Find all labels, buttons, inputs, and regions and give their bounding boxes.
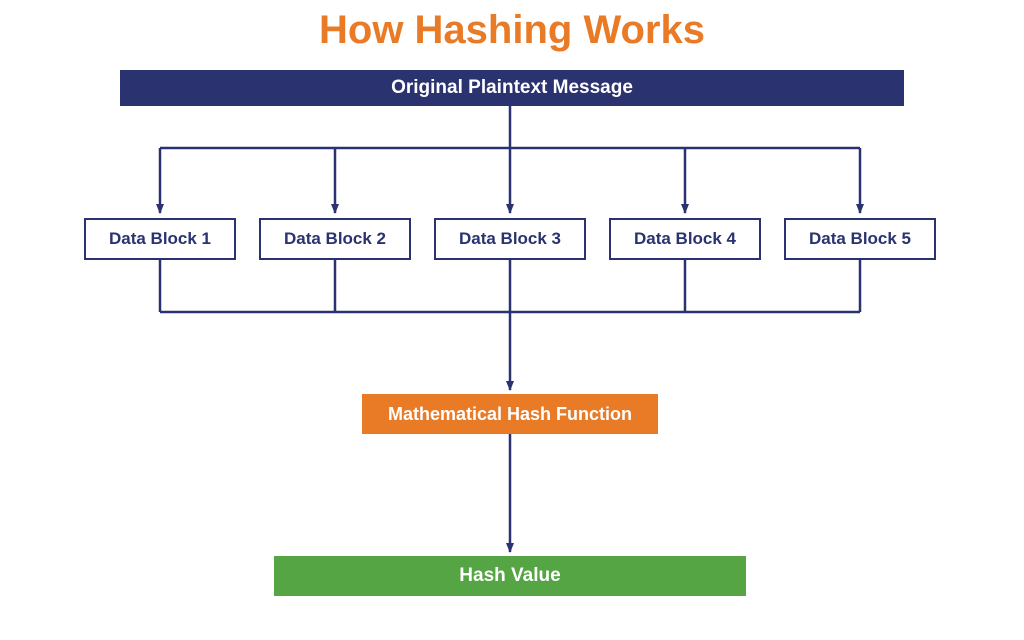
node-hashfn: Mathematical Hash Function: [362, 394, 658, 434]
node-label: Mathematical Hash Function: [388, 404, 632, 425]
node-label: Data Block 3: [459, 229, 561, 249]
node-label: Data Block 1: [109, 229, 211, 249]
node-label: Hash Value: [459, 565, 560, 587]
node-label: Data Block 2: [284, 229, 386, 249]
node-block1: Data Block 1: [84, 218, 236, 260]
node-block4: Data Block 4: [609, 218, 761, 260]
node-label: Data Block 5: [809, 229, 911, 249]
node-hashval: Hash Value: [274, 556, 746, 596]
node-block5: Data Block 5: [784, 218, 936, 260]
diagram-title: How Hashing Works: [0, 8, 1024, 53]
node-block2: Data Block 2: [259, 218, 411, 260]
node-plaintext: Original Plaintext Message: [120, 70, 904, 106]
node-label: Original Plaintext Message: [391, 77, 633, 99]
node-block3: Data Block 3: [434, 218, 586, 260]
node-label: Data Block 4: [634, 229, 736, 249]
